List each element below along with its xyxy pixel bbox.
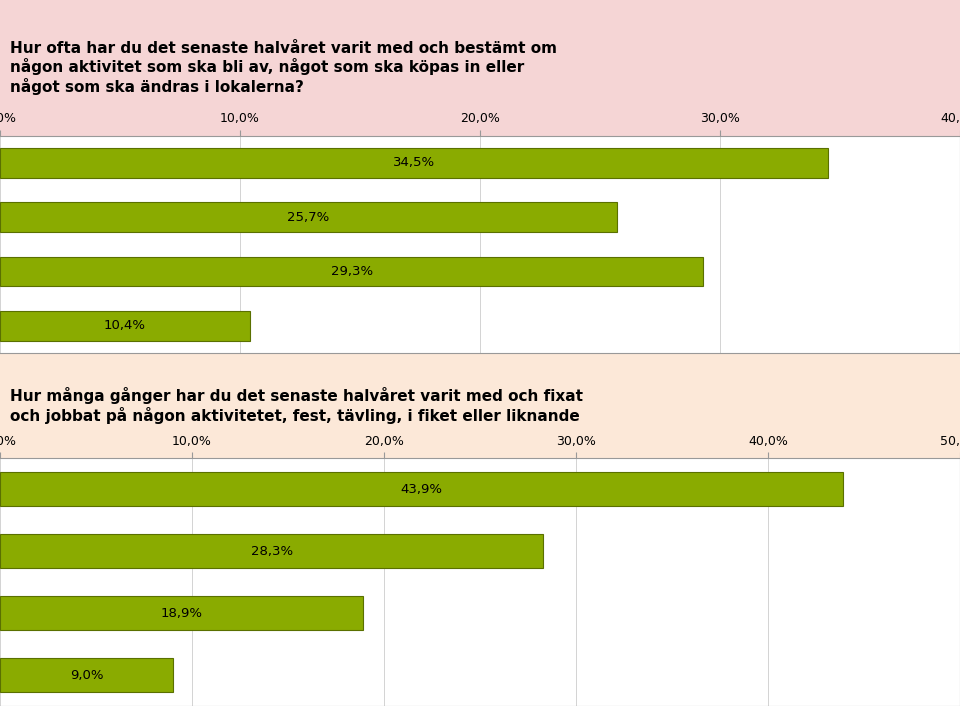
Text: 28,3%: 28,3% (251, 544, 293, 558)
Text: 34,5%: 34,5% (393, 157, 435, 169)
Text: Hur ofta har du det senaste halvåret varit med och bestämt om
någon aktivitet so: Hur ofta har du det senaste halvåret var… (10, 40, 557, 95)
Bar (0, 256, 703, 287)
Text: 43,9%: 43,9% (400, 483, 443, 496)
Bar (0, 596, 363, 630)
Bar (0, 472, 843, 506)
Text: 10,4%: 10,4% (104, 319, 146, 333)
Text: 25,7%: 25,7% (287, 210, 329, 224)
Text: Hur många gånger har du det senaste halvåret varit med och fixat
och jobbat på n: Hur många gånger har du det senaste halv… (10, 387, 583, 424)
Text: 18,9%: 18,9% (160, 606, 203, 620)
Bar (0, 148, 828, 178)
Bar (0, 534, 543, 568)
Text: 9,0%: 9,0% (70, 669, 103, 681)
Bar (0, 203, 616, 232)
Text: 29,3%: 29,3% (330, 265, 372, 278)
Bar (0, 311, 250, 341)
Bar (0, 658, 173, 692)
